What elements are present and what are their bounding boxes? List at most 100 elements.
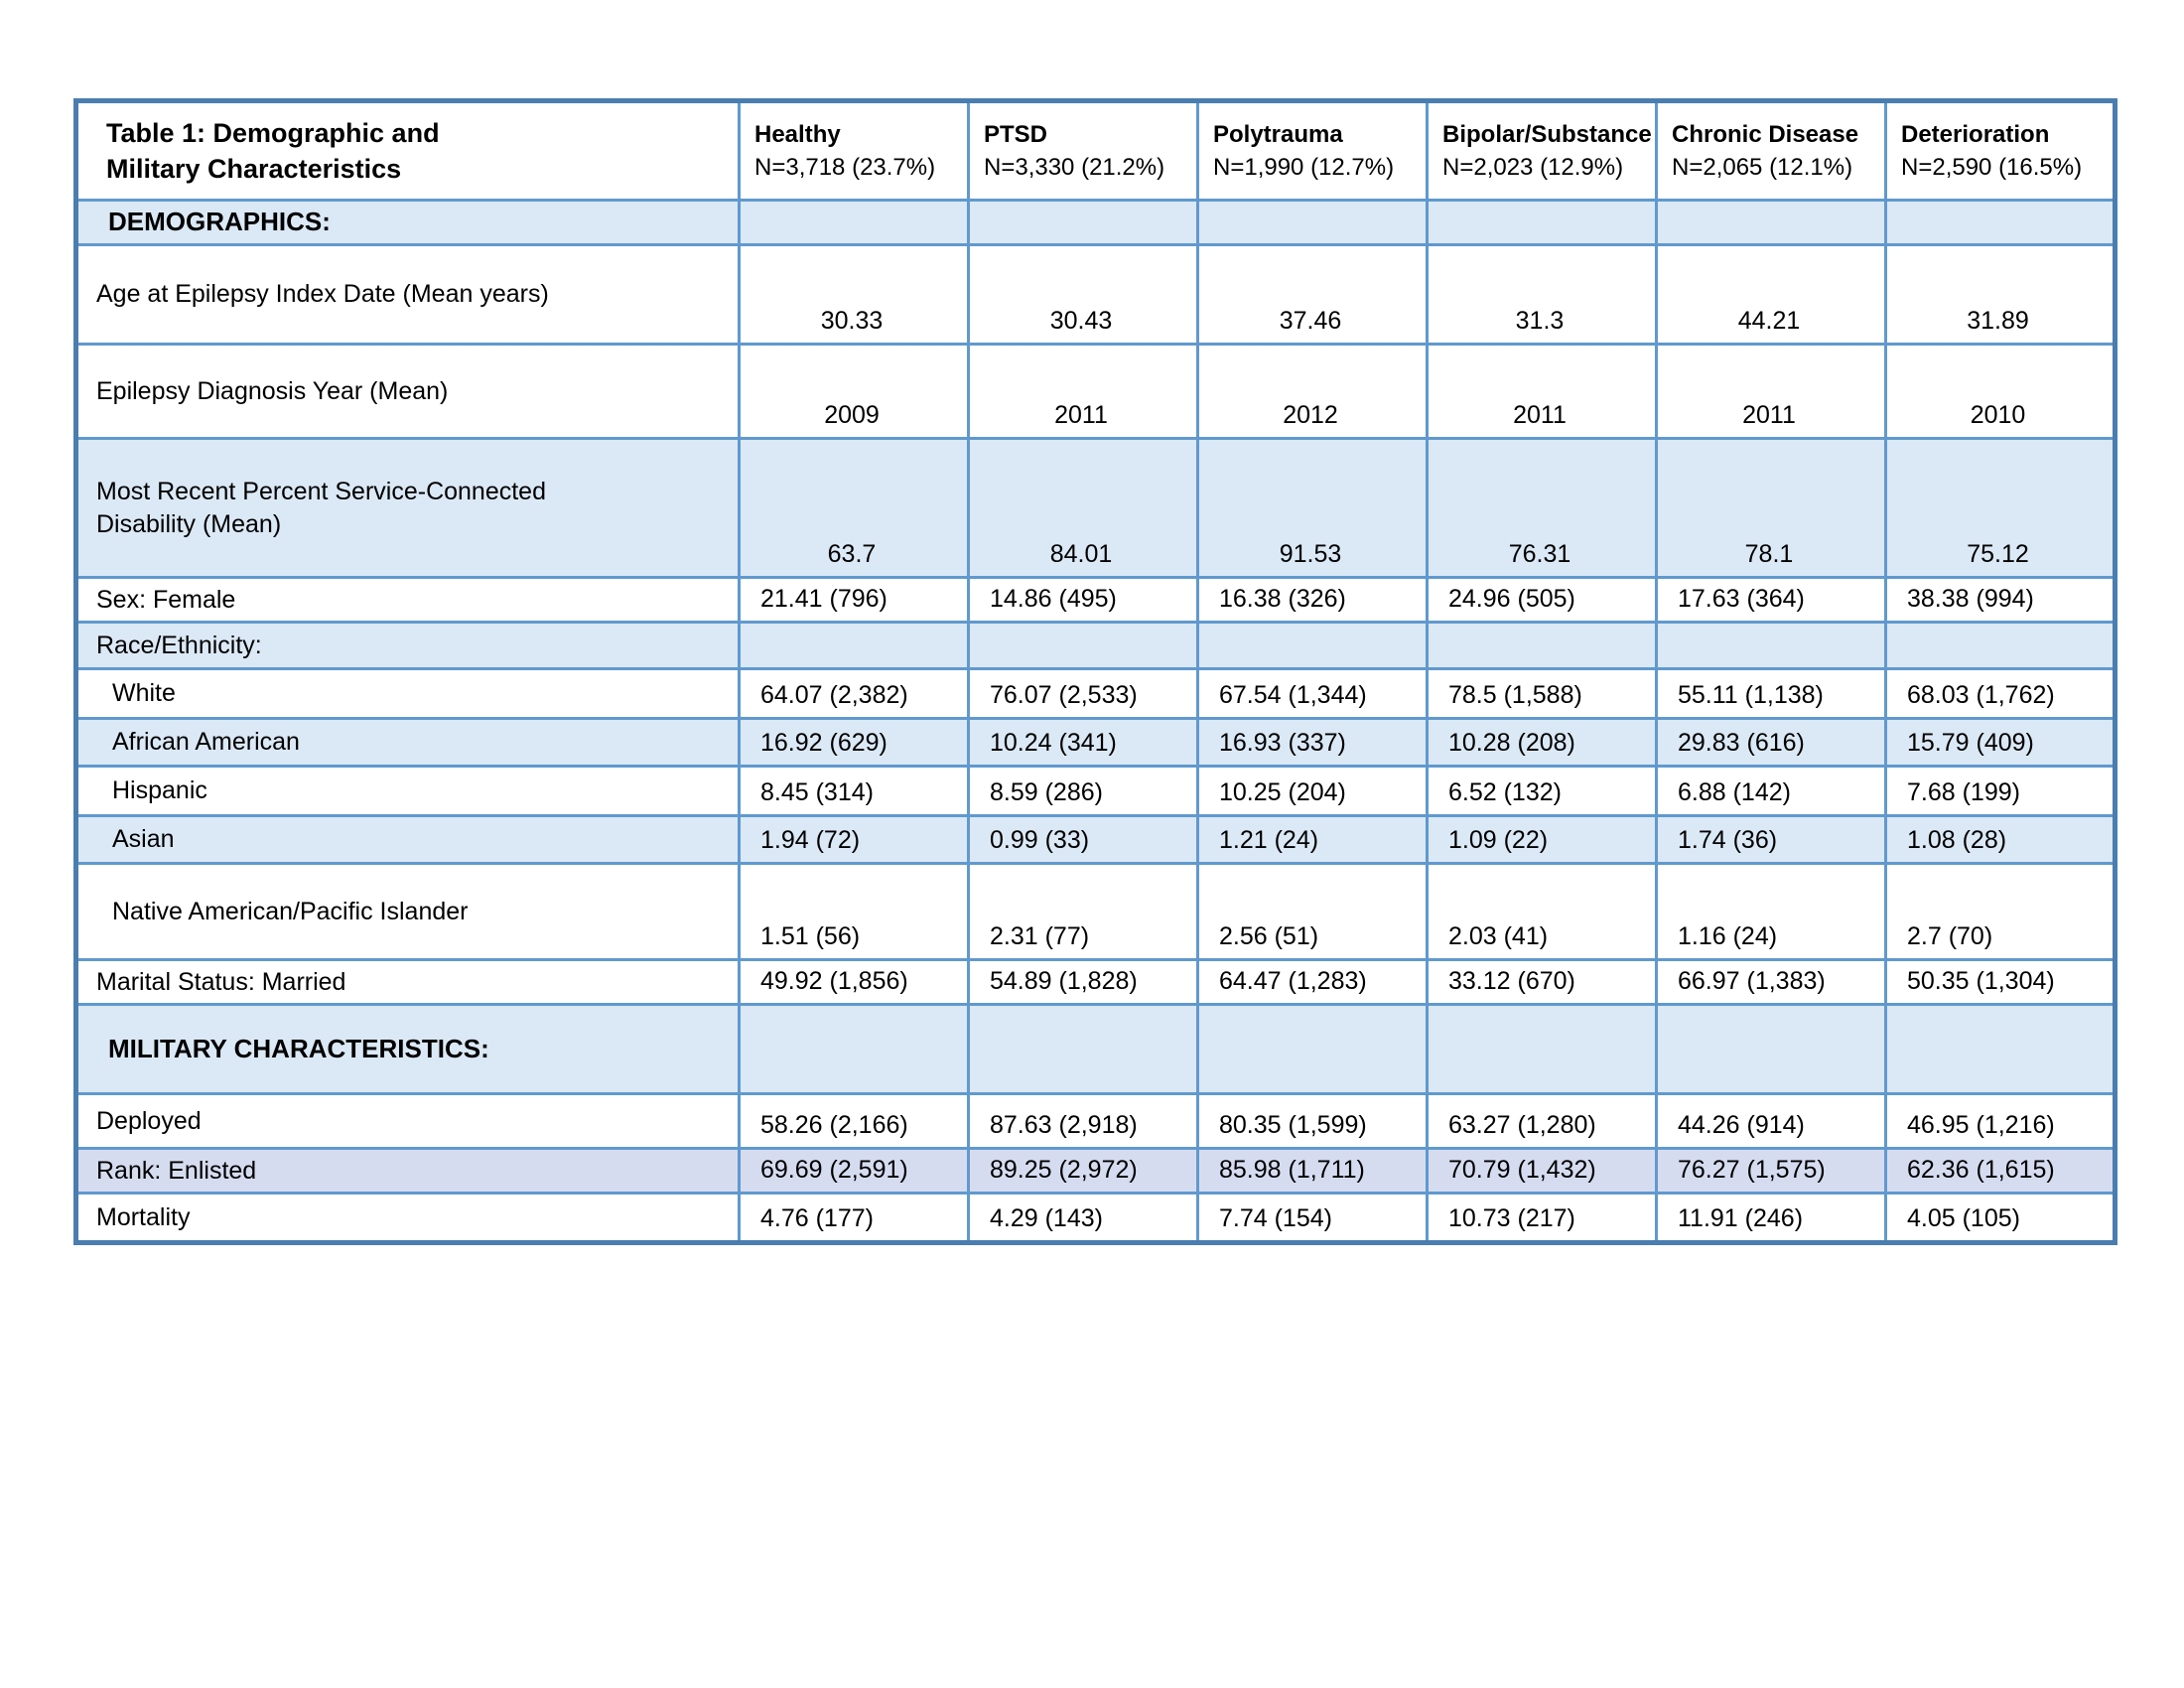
- value-cell: 76.07 (2,533): [967, 667, 1199, 720]
- column-n: N=3,718 (23.7%): [754, 154, 936, 181]
- section-row-military-characteristics: MILITARY CHARACTERISTICS:: [74, 1003, 2116, 1095]
- value-cell: 50.35 (1,304): [1884, 958, 2116, 1006]
- table-row-age: Age at Epilepsy Index Date (Mean years) …: [74, 243, 2116, 346]
- value-cell: 63.7: [738, 437, 970, 579]
- empty-cell: [1884, 1003, 2116, 1095]
- empty-cell: [1196, 621, 1429, 670]
- value-cell: 1.09 (22): [1426, 814, 1658, 865]
- column-header-bipolar-substance: Bipolar/Substance N=2,023 (12.9%): [1426, 99, 1658, 202]
- value-cell: 33.12 (670): [1426, 958, 1658, 1006]
- empty-cell: [738, 621, 970, 670]
- column-name: PTSD: [984, 120, 1048, 148]
- empty-cell: [738, 199, 970, 246]
- table-title-line-2: Military Characteristics: [106, 154, 402, 184]
- value-cell: 2.56 (51): [1196, 862, 1429, 961]
- value-cell: 63.27 (1,280): [1426, 1092, 1658, 1150]
- value-cell: 6.52 (132): [1426, 765, 1658, 817]
- table-row-diagnosis-year: Epilepsy Diagnosis Year (Mean) 2009 2011…: [74, 343, 2116, 440]
- column-header-deterioration: Deterioration N=2,590 (16.5%): [1884, 99, 2116, 202]
- value-cell: 64.07 (2,382): [738, 667, 970, 720]
- value-cell: 31.89: [1884, 243, 2116, 346]
- value-cell: 62.36 (1,615): [1884, 1147, 2116, 1195]
- value-cell: 16.92 (629): [738, 717, 970, 768]
- value-cell: 75.12: [1884, 437, 2116, 579]
- value-cell: 2009: [738, 343, 970, 440]
- value-cell: 1.08 (28): [1884, 814, 2116, 865]
- value-cell: 66.97 (1,383): [1655, 958, 1887, 1006]
- value-cell: 14.86 (495): [967, 576, 1199, 624]
- value-cell: 4.29 (143): [967, 1192, 1199, 1244]
- table-row-rank-enlisted: Rank: Enlisted 69.69 (2,591) 89.25 (2,97…: [74, 1147, 2116, 1195]
- column-name: Polytrauma: [1213, 120, 1343, 148]
- value-cell: 2011: [1655, 343, 1887, 440]
- value-cell: 2.7 (70): [1884, 862, 2116, 961]
- value-cell: 2011: [1426, 343, 1658, 440]
- demographics-table: Table 1: Demographic and Military Charac…: [73, 98, 2117, 1245]
- row-label: Asian: [74, 814, 741, 865]
- empty-cell: [1196, 1003, 1429, 1095]
- table-row-sex-female: Sex: Female 21.41 (796) 14.86 (495) 16.3…: [74, 576, 2116, 624]
- value-cell: 1.16 (24): [1655, 862, 1887, 961]
- value-cell: 78.5 (1,588): [1426, 667, 1658, 720]
- value-cell: 2.31 (77): [967, 862, 1199, 961]
- table-row-marital-status-married: Marital Status: Married 49.92 (1,856) 54…: [74, 958, 2116, 1006]
- empty-cell: [967, 199, 1199, 246]
- value-cell: 30.33: [738, 243, 970, 346]
- value-cell: 38.38 (994): [1884, 576, 2116, 624]
- empty-cell: [1884, 199, 2116, 246]
- row-label: Mortality: [74, 1192, 741, 1244]
- table-header-row: Table 1: Demographic and Military Charac…: [74, 99, 2116, 202]
- value-cell: 4.05 (105): [1884, 1192, 2116, 1244]
- value-cell: 30.43: [967, 243, 1199, 346]
- table-row-service-connected-disability: Most Recent Percent Service-Connected Di…: [74, 437, 2116, 579]
- section-label: DEMOGRAPHICS:: [74, 199, 741, 246]
- column-n: N=2,590 (16.5%): [1901, 154, 2083, 181]
- table-row-asian: Asian 1.94 (72) 0.99 (33) 1.21 (24) 1.09…: [74, 814, 2116, 865]
- row-label: Race/Ethnicity:: [74, 621, 741, 670]
- title-cell: Table 1: Demographic and Military Charac…: [74, 99, 741, 202]
- value-cell: 1.74 (36): [1655, 814, 1887, 865]
- empty-cell: [1196, 199, 1429, 246]
- value-cell: 11.91 (246): [1655, 1192, 1887, 1244]
- value-cell: 7.74 (154): [1196, 1192, 1429, 1244]
- value-cell: 84.01: [967, 437, 1199, 579]
- value-cell: 0.99 (33): [967, 814, 1199, 865]
- table-row-race-ethnicity: Race/Ethnicity:: [74, 621, 2116, 670]
- table-row-deployed: Deployed 58.26 (2,166) 87.63 (2,918) 80.…: [74, 1092, 2116, 1150]
- value-cell: 85.98 (1,711): [1196, 1147, 1429, 1195]
- row-label: Sex: Female: [74, 576, 741, 624]
- value-cell: 89.25 (2,972): [967, 1147, 1199, 1195]
- value-cell: 37.46: [1196, 243, 1429, 346]
- value-cell: 70.79 (1,432): [1426, 1147, 1658, 1195]
- value-cell: 91.53: [1196, 437, 1429, 579]
- value-cell: 76.27 (1,575): [1655, 1147, 1887, 1195]
- value-cell: 4.76 (177): [738, 1192, 970, 1244]
- row-label: Hispanic: [74, 765, 741, 817]
- value-cell: 58.26 (2,166): [738, 1092, 970, 1150]
- value-cell: 8.59 (286): [967, 765, 1199, 817]
- section-row-demographics: DEMOGRAPHICS:: [74, 199, 2116, 246]
- value-cell: 55.11 (1,138): [1655, 667, 1887, 720]
- value-cell: 54.89 (1,828): [967, 958, 1199, 1006]
- row-label-line-2: Disability (Mean): [96, 509, 282, 538]
- value-cell: 2.03 (41): [1426, 862, 1658, 961]
- table-1: Table 1: Demographic and Military Charac…: [73, 98, 2117, 1245]
- table-title-line-1: Table 1: Demographic and: [106, 117, 440, 148]
- value-cell: 16.93 (337): [1196, 717, 1429, 768]
- value-cell: 69.69 (2,591): [738, 1147, 970, 1195]
- empty-cell: [1655, 621, 1887, 670]
- table-row-mortality: Mortality 4.76 (177) 4.29 (143) 7.74 (15…: [74, 1192, 2116, 1244]
- value-cell: 29.83 (616): [1655, 717, 1887, 768]
- value-cell: 80.35 (1,599): [1196, 1092, 1429, 1150]
- value-cell: 44.21: [1655, 243, 1887, 346]
- column-name: Bipolar/Substance: [1442, 120, 1652, 148]
- empty-cell: [1655, 1003, 1887, 1095]
- table-row-native-american-pacific-islander: Native American/Pacific Islander 1.51 (5…: [74, 862, 2116, 961]
- column-header-polytrauma: Polytrauma N=1,990 (12.7%): [1196, 99, 1429, 202]
- value-cell: 10.73 (217): [1426, 1192, 1658, 1244]
- value-cell: 24.96 (505): [1426, 576, 1658, 624]
- value-cell: 10.25 (204): [1196, 765, 1429, 817]
- value-cell: 1.94 (72): [738, 814, 970, 865]
- value-cell: 10.24 (341): [967, 717, 1199, 768]
